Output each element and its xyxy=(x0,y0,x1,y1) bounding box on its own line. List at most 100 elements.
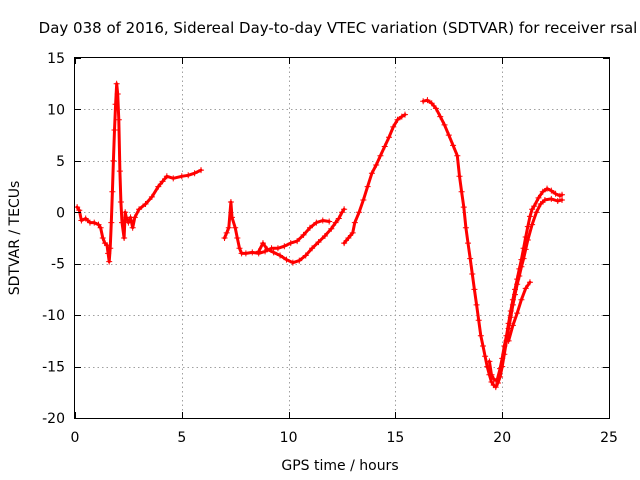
plot-frame xyxy=(74,57,610,419)
data-point xyxy=(501,343,508,349)
data-point xyxy=(108,219,115,226)
data-point xyxy=(514,276,521,283)
data-point xyxy=(364,183,371,190)
data-point xyxy=(78,217,85,224)
data-point xyxy=(373,161,380,168)
data-point xyxy=(477,332,484,339)
data-point xyxy=(277,252,284,259)
data-point xyxy=(242,250,249,257)
data-point xyxy=(306,224,313,231)
data-point xyxy=(450,142,457,149)
data-point xyxy=(227,199,234,205)
data-point xyxy=(113,80,120,87)
data-point xyxy=(326,218,333,225)
x-tick-label: 20 xyxy=(493,430,511,446)
data-point xyxy=(420,98,427,105)
data-point xyxy=(287,240,294,247)
data-point xyxy=(385,134,392,141)
data-point xyxy=(509,322,516,329)
data-point xyxy=(381,143,388,150)
data-point xyxy=(520,245,527,252)
data-point xyxy=(488,379,495,385)
data-point xyxy=(432,105,439,112)
data-point xyxy=(74,204,81,211)
data-point xyxy=(524,223,531,230)
series-line xyxy=(342,113,407,245)
data-point xyxy=(259,240,266,247)
y-tick-label: 15 xyxy=(47,51,65,67)
data-point xyxy=(441,121,448,128)
data-point xyxy=(122,209,129,216)
data-point xyxy=(516,265,523,272)
x-tick-label: 5 xyxy=(177,430,186,446)
data-point xyxy=(368,170,375,177)
data-point xyxy=(328,225,335,232)
data-point xyxy=(533,209,540,216)
data-point xyxy=(274,245,281,252)
data-point xyxy=(148,193,155,200)
data-point xyxy=(236,245,243,252)
y-tick-label: -10 xyxy=(42,308,65,324)
data-point xyxy=(529,221,536,228)
series-line xyxy=(507,280,532,343)
y-tick-label: 10 xyxy=(47,102,65,118)
series-segment-6 xyxy=(486,185,566,384)
data-point xyxy=(319,217,326,224)
data-point xyxy=(114,91,121,97)
y-tick-label: -20 xyxy=(42,411,65,427)
data-point xyxy=(507,308,514,315)
data-point xyxy=(471,286,478,293)
data-point xyxy=(377,152,384,159)
data-point xyxy=(552,190,559,197)
data-point xyxy=(228,214,235,221)
data-point xyxy=(232,224,239,231)
data-point xyxy=(537,201,544,208)
data-point xyxy=(548,187,555,194)
data-point xyxy=(110,157,117,164)
data-point xyxy=(554,197,561,204)
data-point xyxy=(91,219,98,226)
data-point xyxy=(131,214,138,221)
data-point xyxy=(518,256,525,263)
data-point xyxy=(488,371,495,378)
data-point xyxy=(116,168,123,175)
data-point xyxy=(142,201,149,208)
data-point xyxy=(505,337,512,344)
data-point xyxy=(360,196,367,203)
data-point xyxy=(492,384,499,391)
data-point xyxy=(339,209,345,216)
data-point xyxy=(424,97,431,104)
data-point xyxy=(473,301,480,308)
data-point xyxy=(264,246,271,253)
data-point xyxy=(460,204,467,211)
series-segment-4 xyxy=(341,111,409,247)
data-point xyxy=(482,353,489,360)
y-tick-label: 5 xyxy=(56,154,65,170)
data-point xyxy=(526,279,533,286)
data-point xyxy=(198,167,205,174)
data-point xyxy=(309,245,316,252)
data-point xyxy=(321,232,328,239)
data-point xyxy=(428,100,435,107)
data-point xyxy=(112,101,119,108)
data-point xyxy=(544,185,551,192)
y-axis-label: SDTVAR / TECUs xyxy=(7,181,23,296)
data-point xyxy=(335,215,342,222)
x-tick-label: 10 xyxy=(280,430,298,446)
data-point xyxy=(155,183,162,190)
data-point xyxy=(255,248,262,255)
data-point xyxy=(475,317,482,324)
data-point xyxy=(223,229,230,236)
data-point xyxy=(559,196,566,203)
data-point xyxy=(97,224,104,231)
data-point xyxy=(458,188,465,195)
series-line xyxy=(487,187,564,383)
data-point xyxy=(341,240,348,247)
data-point xyxy=(163,173,170,180)
data-point xyxy=(394,116,401,123)
data-point xyxy=(465,240,472,247)
data-point xyxy=(345,235,352,241)
data-point xyxy=(109,188,116,195)
data-point xyxy=(469,271,476,277)
